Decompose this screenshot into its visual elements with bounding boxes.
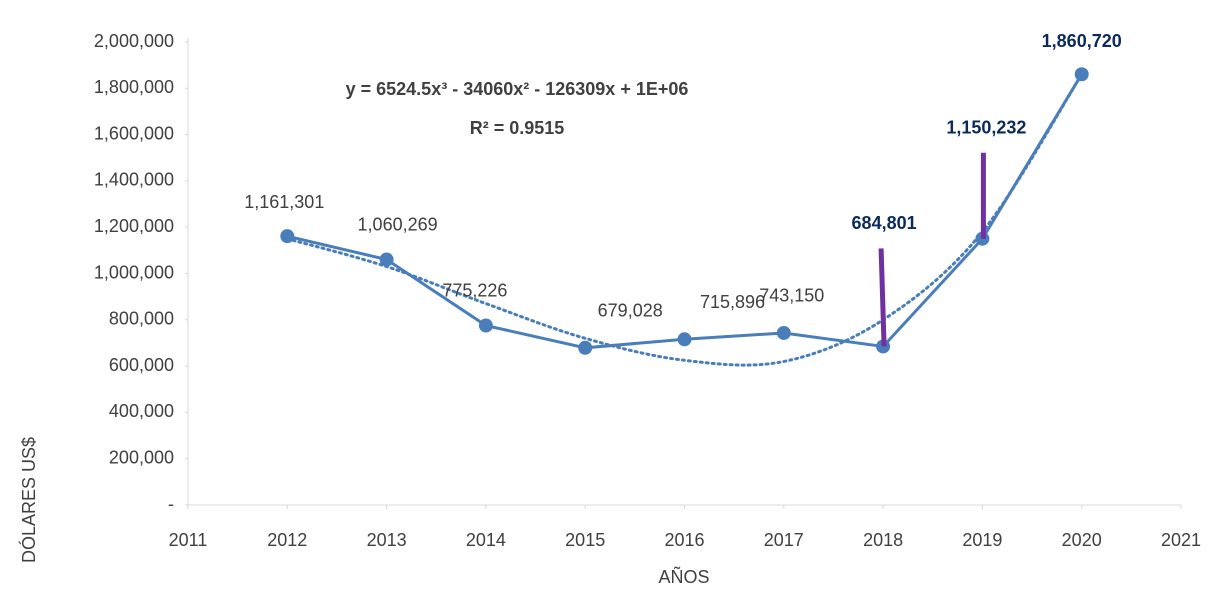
x-tick-label: 2016	[664, 530, 704, 550]
y-tick-label: -	[168, 494, 174, 514]
data-line	[286, 73, 1083, 350]
data-point	[379, 252, 394, 267]
y-tick-label: 1,600,000	[94, 123, 174, 143]
data-point	[1074, 67, 1089, 82]
trendline	[285, 72, 1084, 367]
data-point	[776, 325, 791, 340]
data-point	[478, 318, 493, 333]
x-axis-title: AÑOS	[658, 566, 709, 587]
x-tick-label: 2013	[367, 530, 407, 550]
label-connector	[878, 248, 887, 347]
data-point	[280, 229, 295, 244]
y-tick-label: 400,000	[109, 401, 174, 421]
r-squared: R² = 0.9515	[470, 118, 565, 138]
data-label: 1,161,301	[244, 192, 324, 212]
y-tick-label: 200,000	[109, 447, 174, 467]
data-point	[677, 332, 692, 347]
y-tick-label: 600,000	[109, 355, 174, 375]
y-tick-label: 2,000,000	[94, 31, 174, 51]
x-tick-label: 2017	[764, 530, 804, 550]
data-label: 679,028	[598, 301, 663, 321]
x-tick-label: 2019	[962, 530, 1002, 550]
x-tick-label: 2015	[565, 530, 605, 550]
data-point	[578, 340, 593, 355]
x-tick-label: 2021	[1161, 530, 1201, 550]
x-tick-label: 2018	[863, 530, 903, 550]
data-label: 1,150,232	[946, 117, 1026, 137]
y-tick-label: 1,400,000	[94, 170, 174, 190]
data-label: 743,150	[759, 286, 824, 306]
data-label: 715,896	[700, 292, 765, 312]
trend-equation: y = 6524.5x³ - 34060x² - 126309x + 1E+06	[346, 79, 689, 99]
data-label: 1,860,720	[1042, 31, 1122, 51]
x-tick-label: 2020	[1062, 530, 1102, 550]
y-tick-label: 1,800,000	[94, 77, 174, 97]
x-tick-label: 2014	[466, 530, 506, 550]
y-tick-label: 800,000	[109, 309, 174, 329]
y-tick-label: 1,200,000	[94, 216, 174, 236]
data-label: 775,226	[442, 280, 507, 300]
data-label: 1,060,269	[358, 214, 438, 234]
data-label: 684,801	[852, 213, 917, 233]
y-axis-title: DÓLARES US$	[18, 437, 39, 563]
x-tick-label: 2011	[169, 530, 208, 550]
y-tick-label: 1,000,000	[94, 262, 174, 282]
x-tick-label: 2012	[267, 530, 307, 550]
